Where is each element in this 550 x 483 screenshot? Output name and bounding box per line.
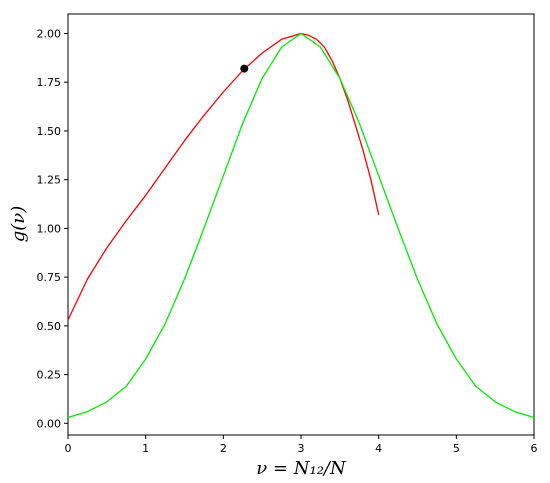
y-tick-label: 0.75 [37, 271, 62, 284]
y-tick-label: 2.00 [37, 27, 62, 40]
x-axis-label: ν = N₁₂/N [256, 458, 347, 479]
y-tick-label: 0.00 [37, 417, 62, 430]
y-tick-label: 1.00 [37, 222, 62, 235]
y-tick-label: 1.75 [37, 76, 62, 89]
x-tick-label: 3 [298, 442, 305, 455]
data-point-marker [240, 64, 249, 73]
x-tick-label: 0 [65, 442, 72, 455]
series-line-1 [67, 32, 380, 321]
y-tick-label: 0.50 [37, 320, 62, 333]
y-axis-label: g(ν) [8, 206, 29, 243]
y-axis-ticks: 0.00 0.25 0.50 0.75 1.00 1.25 1.50 1.75 2.00 [37, 27, 68, 430]
series-layer [67, 32, 535, 419]
x-tick-label: 6 [531, 442, 538, 455]
y-tick-label: 1.25 [37, 174, 62, 187]
x-tick-label: 2 [220, 442, 227, 455]
x-tick-label: 5 [453, 442, 460, 455]
plot-frame [67, 13, 535, 436]
x-tick-label: 1 [142, 442, 149, 455]
y-tick-label: 1.50 [37, 125, 62, 138]
series-line-2 [67, 32, 535, 419]
marker-layer [240, 64, 249, 73]
y-tick-label: 0.25 [37, 369, 62, 382]
x-axis-ticks: 0 1 2 3 4 5 6 [65, 435, 538, 455]
x-tick-label: 4 [375, 442, 382, 455]
